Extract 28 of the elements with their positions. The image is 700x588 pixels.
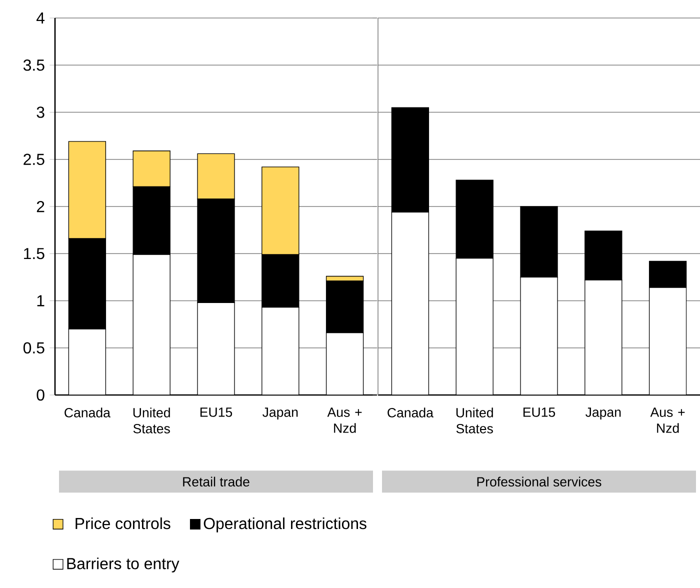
x-tick-label: EU15 — [200, 408, 232, 417]
y-tick-label: 2.5 — [24, 154, 44, 166]
legend-label: Operational restrictions — [204, 517, 366, 532]
y-tick-label: 1 — [37, 295, 44, 306]
x-tick-label: Canada — [64, 408, 110, 418]
legend-label: Price controls — [76, 517, 170, 530]
x-tick-label: United States — [133, 408, 170, 434]
bar — [456, 258, 494, 395]
y-tick-label: 0 — [36, 389, 44, 401]
x-tick-label: Aus + Nzd — [327, 408, 362, 433]
bar — [648, 287, 687, 395]
x-tick-label: Canada — [388, 408, 434, 418]
y-tick-label: 0.5 — [23, 342, 44, 354]
y-tick-label: 3.5 — [23, 59, 44, 71]
x-tick-label: EU15 — [523, 408, 556, 417]
x-tick-label: Japan — [262, 408, 298, 420]
x-tick-label: United States — [456, 408, 493, 434]
y-tick-label: 3 — [36, 106, 44, 118]
y-tick-label: 4 — [36, 12, 45, 24]
x-axis-title: Retail trade — [183, 476, 250, 487]
bar — [584, 280, 622, 395]
legend-label: Barriers to entry — [67, 558, 180, 572]
x-axis-title: Professional services — [477, 476, 602, 487]
x-tick-label: Aus + Nzd — [650, 408, 685, 433]
x-tick-label: Japan — [586, 408, 621, 420]
y-tick-label: 2 — [36, 200, 44, 212]
bar — [584, 230, 622, 280]
y-tick-label: 1.5 — [24, 248, 44, 260]
